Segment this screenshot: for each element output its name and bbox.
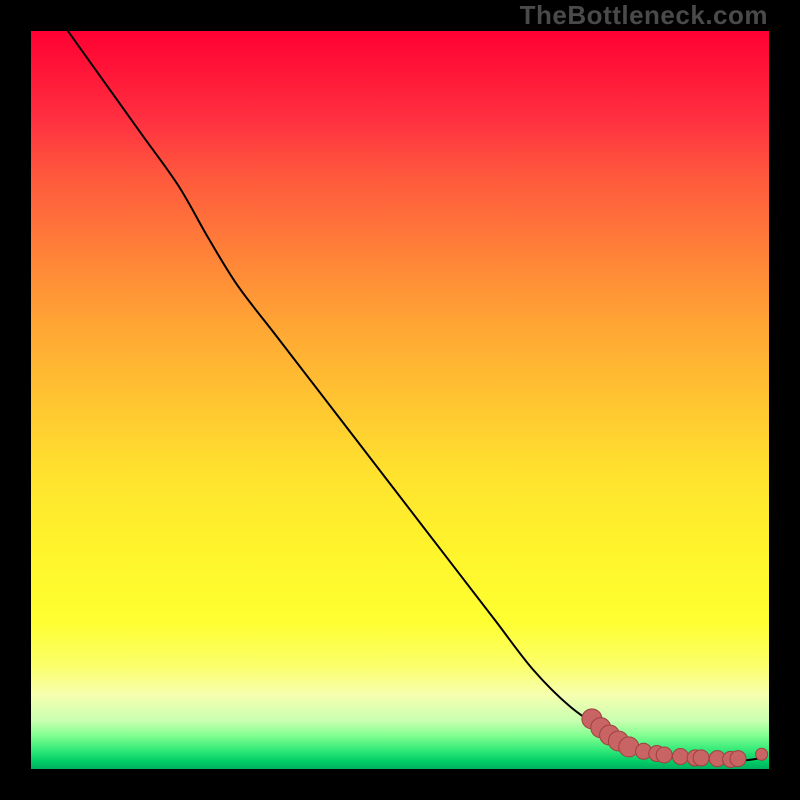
plot-area (31, 31, 769, 769)
data-marker (656, 747, 672, 763)
data-marker (756, 748, 768, 760)
branding-watermark: TheBottleneck.com (520, 0, 768, 31)
gradient-background (31, 31, 769, 769)
chart-container: TheBottleneck.com (0, 0, 800, 800)
data-marker (730, 751, 746, 767)
data-marker (693, 750, 709, 766)
data-marker (672, 748, 688, 764)
